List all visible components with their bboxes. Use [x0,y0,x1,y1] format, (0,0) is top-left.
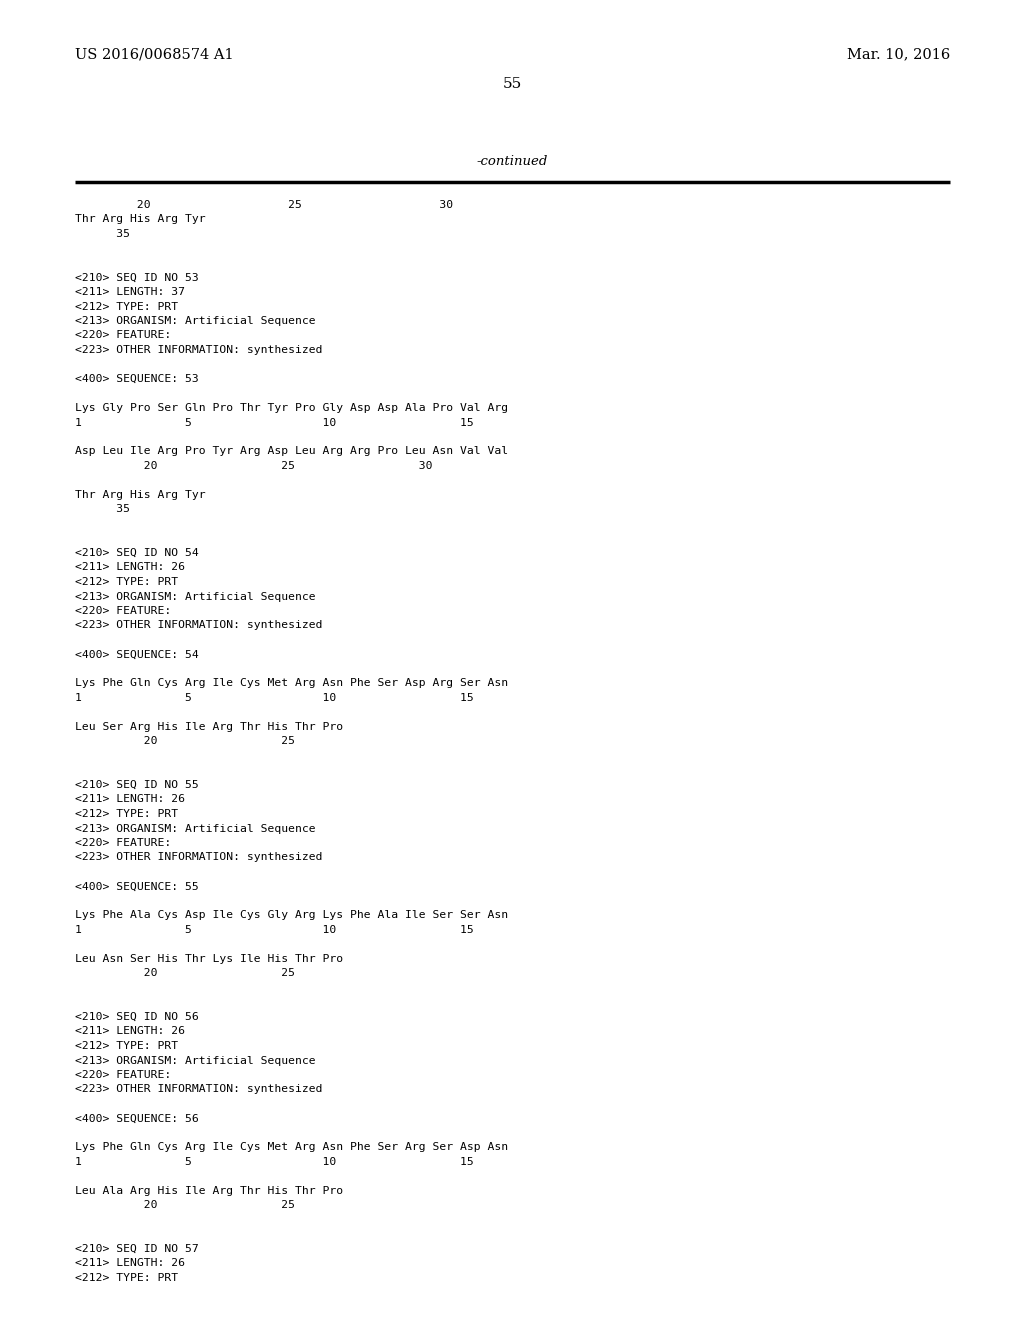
Text: <223> OTHER INFORMATION: synthesized: <223> OTHER INFORMATION: synthesized [75,345,323,355]
Text: <210> SEQ ID NO 57: <210> SEQ ID NO 57 [75,1243,199,1254]
Text: <213> ORGANISM: Artificial Sequence: <213> ORGANISM: Artificial Sequence [75,591,315,602]
Text: <212> TYPE: PRT: <212> TYPE: PRT [75,809,178,818]
Text: <223> OTHER INFORMATION: synthesized: <223> OTHER INFORMATION: synthesized [75,853,323,862]
Text: <223> OTHER INFORMATION: synthesized: <223> OTHER INFORMATION: synthesized [75,1085,323,1094]
Text: <220> FEATURE:: <220> FEATURE: [75,1071,171,1080]
Text: Lys Gly Pro Ser Gln Pro Thr Tyr Pro Gly Asp Asp Ala Pro Val Arg: Lys Gly Pro Ser Gln Pro Thr Tyr Pro Gly … [75,403,508,413]
Text: <212> TYPE: PRT: <212> TYPE: PRT [75,1041,178,1051]
Text: Leu Ser Arg His Ile Arg Thr His Thr Pro: Leu Ser Arg His Ile Arg Thr His Thr Pro [75,722,343,733]
Text: <213> ORGANISM: Artificial Sequence: <213> ORGANISM: Artificial Sequence [75,315,315,326]
Text: <400> SEQUENCE: 54: <400> SEQUENCE: 54 [75,649,199,660]
Text: <213> ORGANISM: Artificial Sequence: <213> ORGANISM: Artificial Sequence [75,1056,315,1065]
Text: <211> LENGTH: 26: <211> LENGTH: 26 [75,795,185,804]
Text: -continued: -continued [476,154,548,168]
Text: <212> TYPE: PRT: <212> TYPE: PRT [75,1272,178,1283]
Text: <211> LENGTH: 26: <211> LENGTH: 26 [75,1027,185,1036]
Text: Thr Arg His Arg Tyr: Thr Arg His Arg Tyr [75,214,206,224]
Text: 1               5                   10                  15: 1 5 10 15 [75,417,474,428]
Text: <400> SEQUENCE: 56: <400> SEQUENCE: 56 [75,1114,199,1123]
Text: Lys Phe Gln Cys Arg Ile Cys Met Arg Asn Phe Ser Arg Ser Asp Asn: Lys Phe Gln Cys Arg Ile Cys Met Arg Asn … [75,1143,508,1152]
Text: 35: 35 [75,504,130,515]
Text: US 2016/0068574 A1: US 2016/0068574 A1 [75,48,233,61]
Text: 35: 35 [75,228,130,239]
Text: <220> FEATURE:: <220> FEATURE: [75,838,171,847]
Text: <400> SEQUENCE: 55: <400> SEQUENCE: 55 [75,882,199,891]
Text: <211> LENGTH: 26: <211> LENGTH: 26 [75,1258,185,1269]
Text: 1               5                   10                  15: 1 5 10 15 [75,1158,474,1167]
Text: <211> LENGTH: 37: <211> LENGTH: 37 [75,286,185,297]
Text: 20                  25: 20 25 [75,1200,295,1210]
Text: <220> FEATURE:: <220> FEATURE: [75,606,171,616]
Text: <223> OTHER INFORMATION: synthesized: <223> OTHER INFORMATION: synthesized [75,620,323,631]
Text: 55: 55 [503,77,521,91]
Text: <210> SEQ ID NO 53: <210> SEQ ID NO 53 [75,272,199,282]
Text: Thr Arg His Arg Tyr: Thr Arg His Arg Tyr [75,490,206,500]
Text: Lys Phe Gln Cys Arg Ile Cys Met Arg Asn Phe Ser Asp Arg Ser Asn: Lys Phe Gln Cys Arg Ile Cys Met Arg Asn … [75,678,508,689]
Text: 1               5                   10                  15: 1 5 10 15 [75,693,474,704]
Text: Asp Leu Ile Arg Pro Tyr Arg Asp Leu Arg Arg Pro Leu Asn Val Val: Asp Leu Ile Arg Pro Tyr Arg Asp Leu Arg … [75,446,508,457]
Text: Lys Phe Ala Cys Asp Ile Cys Gly Arg Lys Phe Ala Ile Ser Ser Asn: Lys Phe Ala Cys Asp Ile Cys Gly Arg Lys … [75,911,508,920]
Text: <210> SEQ ID NO 54: <210> SEQ ID NO 54 [75,548,199,558]
Text: Mar. 10, 2016: Mar. 10, 2016 [847,48,950,61]
Text: <211> LENGTH: 26: <211> LENGTH: 26 [75,562,185,573]
Text: 1               5                   10                  15: 1 5 10 15 [75,925,474,935]
Text: <220> FEATURE:: <220> FEATURE: [75,330,171,341]
Text: 20                  25: 20 25 [75,969,295,978]
Text: <212> TYPE: PRT: <212> TYPE: PRT [75,301,178,312]
Text: 20                  25: 20 25 [75,737,295,747]
Text: 20                  25                  30: 20 25 30 [75,461,432,471]
Text: Leu Asn Ser His Thr Lys Ile His Thr Pro: Leu Asn Ser His Thr Lys Ile His Thr Pro [75,954,343,964]
Text: <210> SEQ ID NO 55: <210> SEQ ID NO 55 [75,780,199,789]
Text: 20                    25                    30: 20 25 30 [75,201,454,210]
Text: <212> TYPE: PRT: <212> TYPE: PRT [75,577,178,587]
Text: <213> ORGANISM: Artificial Sequence: <213> ORGANISM: Artificial Sequence [75,824,315,833]
Text: <400> SEQUENCE: 53: <400> SEQUENCE: 53 [75,374,199,384]
Text: <210> SEQ ID NO 56: <210> SEQ ID NO 56 [75,1012,199,1022]
Text: Leu Ala Arg His Ile Arg Thr His Thr Pro: Leu Ala Arg His Ile Arg Thr His Thr Pro [75,1185,343,1196]
